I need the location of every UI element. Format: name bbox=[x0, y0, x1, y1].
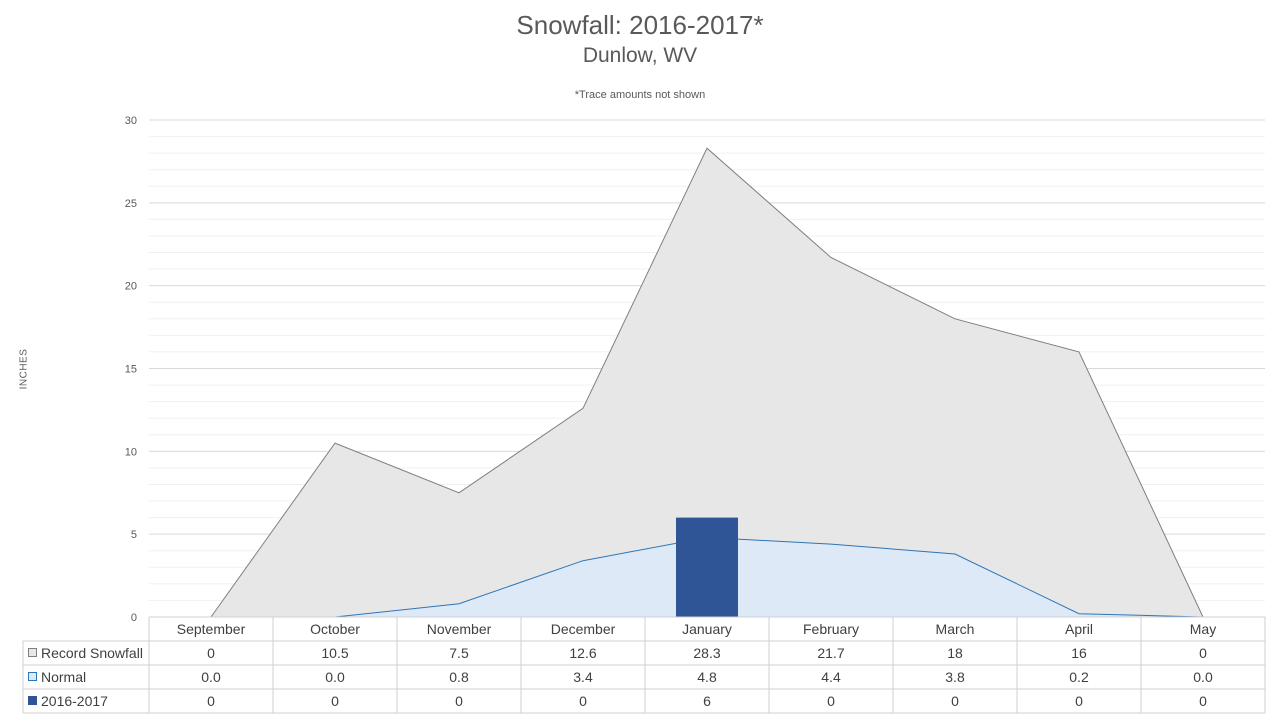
area-fill-record-snowfall bbox=[211, 148, 1203, 617]
y-tick-label: 10 bbox=[125, 446, 137, 458]
table-cell: 0 bbox=[579, 693, 587, 709]
y-tick-label: 25 bbox=[125, 198, 137, 210]
table-cell: 3.8 bbox=[945, 669, 965, 685]
table-cell: 10.5 bbox=[321, 645, 348, 661]
table-cell: 0 bbox=[207, 693, 215, 709]
area-line-record-snowfall bbox=[210, 147, 1204, 618]
table-cell: 0 bbox=[455, 693, 463, 709]
table-cell: 6 bbox=[703, 693, 711, 709]
y-tick-label: 15 bbox=[125, 364, 137, 376]
y-tick-label: 5 bbox=[131, 529, 137, 541]
table-cell: 18 bbox=[947, 645, 963, 661]
x-tick-label: March bbox=[936, 621, 975, 637]
chart-title: Snowfall: 2016-2017* bbox=[516, 10, 764, 40]
legend-label: Normal bbox=[41, 669, 86, 685]
table-cell: 4.8 bbox=[697, 669, 717, 685]
x-tick-label: May bbox=[1190, 621, 1216, 637]
x-tick-label: October bbox=[310, 621, 360, 637]
table-cell: 0.8 bbox=[449, 669, 469, 685]
table-cell: 4.4 bbox=[821, 669, 841, 685]
legend-label: Record Snowfall bbox=[41, 645, 143, 661]
x-tick-label: February bbox=[803, 621, 859, 637]
table-cell: 0 bbox=[1199, 645, 1207, 661]
table-cell: 7.5 bbox=[449, 645, 469, 661]
table-cell: 3.4 bbox=[573, 669, 593, 685]
x-tick-label: April bbox=[1065, 621, 1093, 637]
x-tick-label: November bbox=[427, 621, 492, 637]
x-tick-label: December bbox=[551, 621, 616, 637]
table-cell: 0 bbox=[951, 693, 959, 709]
x-tick-label: September bbox=[177, 621, 246, 637]
y-tick-label: 20 bbox=[125, 281, 137, 293]
table-cell: 0.2 bbox=[1069, 669, 1089, 685]
chart-subtitle: Dunlow, WV bbox=[582, 44, 698, 67]
table-cell: 0 bbox=[827, 693, 835, 709]
legend-key bbox=[28, 648, 37, 657]
table-cell: 0 bbox=[207, 645, 215, 661]
table-cell: 12.6 bbox=[569, 645, 596, 661]
table-cell: 0 bbox=[331, 693, 339, 709]
bar-january bbox=[676, 517, 738, 617]
table-cell: 16 bbox=[1071, 645, 1087, 661]
chart-note: *Trace amounts not shown bbox=[574, 89, 706, 101]
table-cell: 0 bbox=[1075, 693, 1083, 709]
table-cell: 21.7 bbox=[817, 645, 844, 661]
table-cell: 0 bbox=[1199, 693, 1207, 709]
legend-label: 2016-2017 bbox=[41, 693, 108, 709]
table-cell: 0.0 bbox=[201, 669, 221, 685]
y-tick-label: 0 bbox=[131, 612, 137, 624]
table-cell: 0.0 bbox=[1193, 669, 1213, 685]
table-cell: 0.0 bbox=[325, 669, 345, 685]
legend-key bbox=[28, 672, 37, 681]
table-cell: 28.3 bbox=[693, 645, 720, 661]
y-tick-label: 30 bbox=[125, 115, 137, 127]
legend-key bbox=[28, 696, 37, 705]
x-tick-label: January bbox=[682, 621, 732, 637]
